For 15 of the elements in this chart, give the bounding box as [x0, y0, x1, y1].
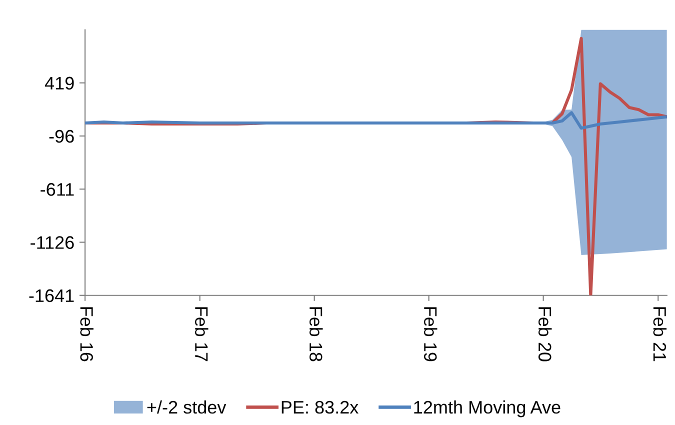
y-tick-label: -1126: [30, 236, 74, 249]
legend-label: 12mth Moving Ave: [414, 400, 560, 418]
x-tick-label: Feb 20: [538, 307, 552, 362]
line-series: [85, 111, 667, 130]
legend-label: PE: 83.2x: [282, 400, 358, 414]
y-tick-label: -611: [40, 183, 74, 196]
y-tick-label: -96: [49, 130, 74, 143]
legend-label: +/-2 stdev: [147, 400, 226, 414]
x-tick-label: Feb 17: [195, 307, 208, 362]
x-tick-label: Feb 19: [424, 307, 438, 362]
x-tick-label: Feb 21: [653, 307, 667, 362]
x-tick-label: Feb 18: [309, 307, 323, 362]
y-tick-label: 419: [44, 76, 74, 90]
y-tick-label: -1641: [29, 289, 74, 302]
x-tick-label: Feb 16: [80, 307, 94, 362]
